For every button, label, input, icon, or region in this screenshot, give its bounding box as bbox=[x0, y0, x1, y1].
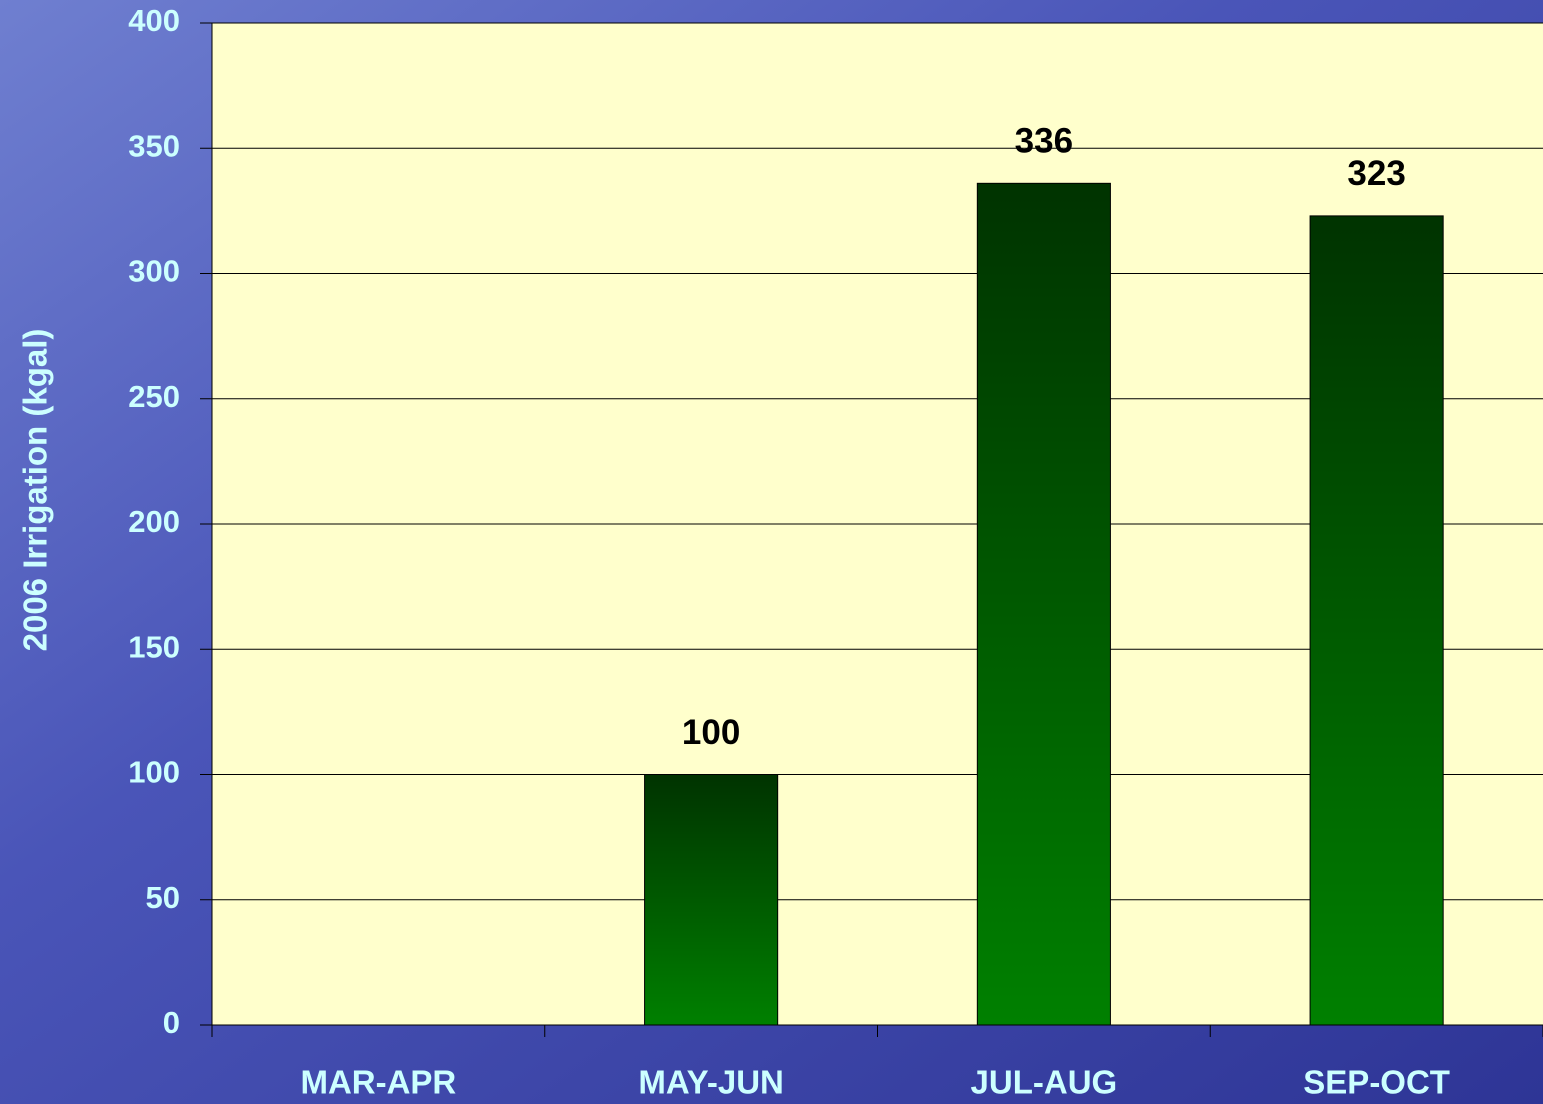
bar bbox=[976, 182, 1111, 1026]
bar bbox=[644, 774, 779, 1026]
y-tick-label: 0 bbox=[163, 1005, 180, 1040]
data-label: 336 bbox=[1015, 122, 1073, 161]
bar bbox=[1309, 215, 1444, 1026]
x-tick-label: MAY-JUN bbox=[638, 1064, 784, 1101]
y-tick-label: 300 bbox=[128, 254, 180, 289]
y-tick-label: 100 bbox=[128, 755, 180, 790]
y-axis-title: 2006 Irrigation (kgal) bbox=[17, 329, 54, 652]
y-tick-label: 400 bbox=[128, 3, 180, 38]
y-tick-label: 250 bbox=[128, 379, 180, 414]
y-tick-label: 150 bbox=[128, 629, 180, 664]
y-tick-label: 200 bbox=[128, 504, 180, 539]
y-tick-label: 50 bbox=[146, 880, 180, 915]
y-tick-label: 350 bbox=[128, 128, 180, 163]
x-tick-label: SEP-OCT bbox=[1303, 1064, 1450, 1101]
x-tick-label: JUL-AUG bbox=[971, 1064, 1118, 1101]
data-label: 323 bbox=[1347, 154, 1405, 193]
x-tick-label: MAR-APR bbox=[300, 1064, 456, 1101]
data-label: 100 bbox=[682, 713, 740, 752]
